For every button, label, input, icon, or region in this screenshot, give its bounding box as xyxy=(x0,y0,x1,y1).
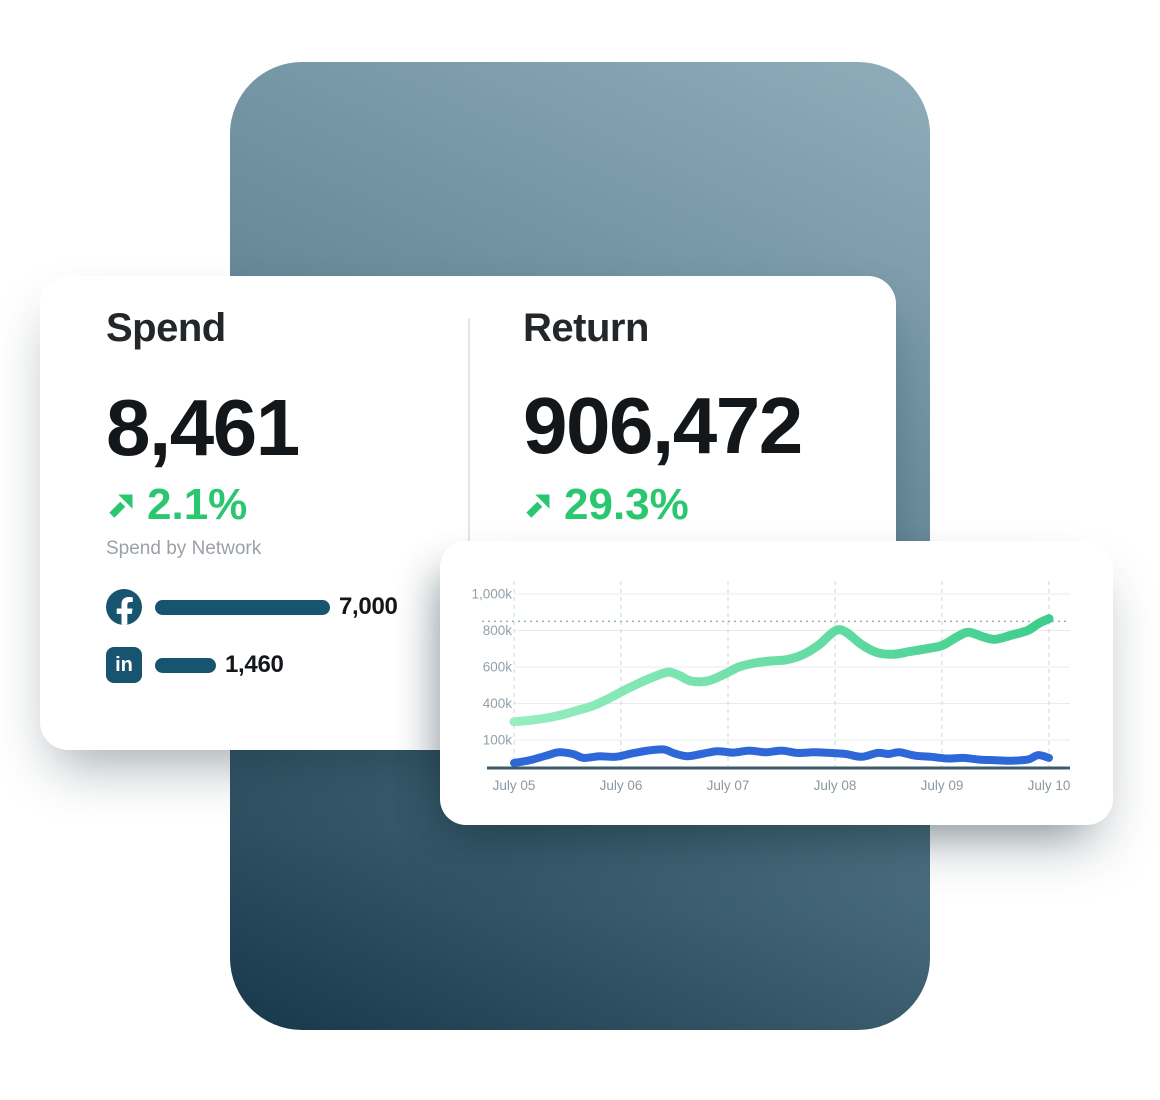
svg-text:800k: 800k xyxy=(483,623,513,638)
trend-up-arrow-icon xyxy=(109,494,133,518)
facebook-spend-bar xyxy=(155,599,330,615)
return-value: 906,472 xyxy=(523,381,803,470)
linkedin-spend-bar xyxy=(155,657,216,673)
svg-text:July 05: July 05 xyxy=(493,778,536,793)
linkedin-network-row: in 1,460 xyxy=(106,647,284,683)
svg-text:1,000k: 1,000k xyxy=(471,587,512,602)
svg-text:July 06: July 06 xyxy=(600,778,643,793)
svg-text:600k: 600k xyxy=(483,660,513,675)
svg-text:400k: 400k xyxy=(483,696,513,711)
linkedin-spend-value: 1,460 xyxy=(225,651,284,678)
spend-title: Spend xyxy=(106,306,226,350)
return-title: Return xyxy=(523,306,649,350)
metrics-card: Spend 8,461 2.1% Spend by Network 7,000 … xyxy=(40,276,896,750)
return-delta: 29.3% xyxy=(523,480,689,529)
spend-value: 8,461 xyxy=(106,383,300,472)
facebook-network-row: 7,000 xyxy=(106,589,398,625)
linkedin-icon: in xyxy=(106,647,142,683)
svg-text:July 07: July 07 xyxy=(707,778,750,793)
facebook-f-glyph xyxy=(116,597,133,625)
column-divider xyxy=(468,318,470,746)
chart-card: 1,000k 800k 600k 400k 100k July 05 July 06 July… xyxy=(440,541,1113,825)
spend-delta: 2.1% xyxy=(106,480,248,529)
spend-by-network-label: Spend by Network xyxy=(106,538,262,559)
trend-up-arrow-icon xyxy=(526,494,550,518)
svg-text:July 09: July 09 xyxy=(921,778,964,793)
facebook-spend-value: 7,000 xyxy=(339,593,398,620)
svg-text:July 10: July 10 xyxy=(1028,778,1071,793)
svg-text:100k: 100k xyxy=(483,733,513,748)
spend-delta-value: 2.1% xyxy=(147,480,248,529)
facebook-icon xyxy=(106,589,142,625)
network-performance-line-chart: 1,000k 800k 600k 400k 100k July 05 July 06 July… xyxy=(471,581,1071,793)
svg-text:July 08: July 08 xyxy=(814,778,857,793)
return-delta-value: 29.3% xyxy=(564,480,689,529)
